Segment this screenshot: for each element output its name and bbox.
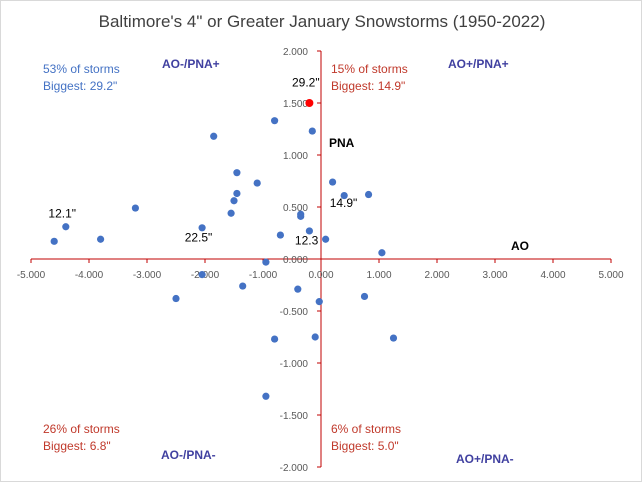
x-tick-label: 0.000 [308,270,333,281]
quadrant-name: AO-/PNA+ [162,57,220,71]
y-tick-label: 1.000 [283,151,308,162]
data-point [253,179,261,187]
y-tick-label: -2.000 [280,463,309,474]
data-point [227,209,235,217]
x-tick-label: 5.000 [598,270,623,281]
y-tick-label: 1.500 [283,99,308,110]
point-label: 14.9" [330,196,358,210]
data-point [271,117,279,125]
highlight-data-point [305,99,314,107]
quadrant-percent: 53% of storms [43,62,120,76]
data-point [329,178,337,186]
x-tick-label: 2.000 [424,270,449,281]
data-point [311,333,319,341]
data-point [308,127,316,135]
data-point [360,292,369,301]
point-label: 12.1" [48,206,76,220]
data-point [172,294,180,303]
quadrant-percent: 15% of storms [331,62,408,76]
x-tick-label: 3.000 [482,270,507,281]
quadrant-name: AO-/PNA- [161,448,216,462]
data-point [239,282,247,290]
quadrant-name: AO+/PNA+ [448,57,509,71]
data-point [297,210,305,218]
quadrant-name: AO+/PNA- [456,452,514,466]
data-point [198,271,206,279]
y-axis-name: PNA [329,136,355,150]
quadrant-biggest: Biggest: 5.0" [331,439,399,453]
data-point [294,285,302,293]
data-point [262,258,270,266]
quadrant-percent: 6% of storms [331,422,401,436]
data-point [97,235,105,243]
quadrant-biggest: Biggest: 6.8" [43,439,111,453]
y-tick-label: 0.000 [283,255,308,266]
data-point [305,227,313,235]
chart-title: Baltimore's 4" or Greater January Snowst… [99,12,546,31]
quadrant-biggest: Biggest: 29.2" [43,79,117,93]
x-axis-name: AO [511,239,529,253]
quadrant-biggest: Biggest: 14.9" [331,79,405,93]
x-tick-label: -4.000 [75,270,104,281]
point-label: 12.3 [295,233,319,247]
data-point [210,132,218,140]
y-tick-label: 0.500 [283,203,308,214]
point-label: 29.2" [292,75,320,89]
y-tick-label: 2.000 [283,47,308,58]
data-point [62,223,70,231]
y-tick-label: -1.000 [280,359,309,370]
data-point [389,334,398,342]
data-point [364,190,373,199]
point-label: 22.5" [185,230,213,244]
data-point [233,189,241,198]
x-tick-label: 1.000 [366,270,391,281]
x-tick-label: -3.000 [133,270,162,281]
data-point [131,204,139,212]
y-tick-label: -1.500 [280,411,309,422]
data-point [230,197,238,205]
data-point [276,231,284,239]
data-point [378,249,386,257]
data-point [262,392,270,400]
quadrant-percent: 26% of storms [43,422,120,436]
x-tick-label: -1.000 [249,270,278,281]
y-tick-label: -0.500 [280,307,309,318]
data-point [271,335,279,343]
data-point [198,224,206,232]
x-tick-label: -5.000 [17,270,46,281]
data-point [50,237,58,245]
data-point [233,169,241,177]
data-point [315,298,323,306]
data-point [322,235,330,243]
x-tick-label: 4.000 [540,270,565,281]
data-point [340,191,348,200]
